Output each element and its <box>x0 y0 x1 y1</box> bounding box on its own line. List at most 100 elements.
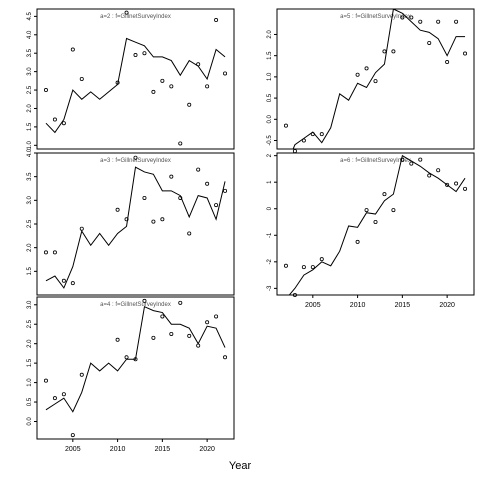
fitted-series-line <box>45 306 226 413</box>
observation-point <box>79 77 84 82</box>
observation-point <box>160 78 165 83</box>
observation-point <box>52 396 57 401</box>
observation-point <box>124 355 129 360</box>
panel-label: a=5 : f=GillnetSurveyIndex <box>340 14 411 20</box>
observation-point <box>124 10 129 15</box>
observation-point <box>223 355 228 360</box>
observation-point <box>61 392 66 397</box>
observation-point <box>301 265 306 270</box>
observation-point <box>214 314 219 319</box>
observation-point <box>445 60 450 65</box>
observation-point <box>43 88 48 93</box>
panel-frame <box>276 152 475 296</box>
panel-4: a=6 : f=GillnetSurveyIndex -3 -2 -1 0 1 2 2005 2… <box>267 152 475 309</box>
observation-point <box>196 167 201 172</box>
y-tick-label: -1 <box>267 232 273 238</box>
observation-point <box>43 250 48 255</box>
observation-point <box>454 181 459 186</box>
observation-point <box>115 207 120 212</box>
observation-point <box>301 138 306 143</box>
x-tick-label: 2010 <box>110 446 126 453</box>
observation-point <box>292 149 297 154</box>
y-tick-label: 0 <box>267 206 273 210</box>
observation-point <box>169 174 174 179</box>
observation-point <box>43 378 48 383</box>
y-tick-label: 2 <box>267 153 273 157</box>
observation-point <box>319 257 324 262</box>
observation-point <box>418 19 423 24</box>
observation-point <box>79 226 84 231</box>
observation-point <box>310 265 315 270</box>
observation-point <box>319 132 324 137</box>
observation-point <box>418 157 423 162</box>
observation-point <box>382 49 387 54</box>
observation-point <box>355 72 360 77</box>
observation-point <box>160 314 165 319</box>
y-tick-label: 4.5 <box>27 12 33 21</box>
observation-point <box>187 333 192 338</box>
panel-5: a=4 : f=GillnetSurveyIndex 0.0 0.5 1.0 1.5 2.… <box>27 296 235 453</box>
observation-point <box>133 53 138 58</box>
y-tick-label: 1 <box>267 180 273 184</box>
x-tick-label: 2020 <box>199 446 215 453</box>
y-tick-label: 2.0 <box>27 339 33 348</box>
observation-point <box>196 62 201 67</box>
observation-point <box>124 217 129 222</box>
panel-label: a=6 : f=GillnetSurveyIndex <box>340 158 411 164</box>
x-tick-label: 2005 <box>305 302 321 309</box>
observation-point <box>214 203 219 208</box>
y-tick-label: 2.5 <box>27 219 33 228</box>
y-tick-label: 0.5 <box>27 397 33 406</box>
observation-point <box>133 155 138 160</box>
observation-point <box>400 157 405 162</box>
observation-point <box>373 79 378 84</box>
observation-point <box>400 15 405 20</box>
observation-point <box>169 331 174 336</box>
fitted-series-line <box>45 166 226 289</box>
observation-point <box>52 250 57 255</box>
y-tick-label: 0.5 <box>267 93 273 102</box>
y-tick-label: 2.5 <box>27 85 33 94</box>
observation-point <box>310 132 315 137</box>
observation-point <box>223 71 228 76</box>
observation-point <box>463 51 468 56</box>
observation-point <box>61 121 66 126</box>
panel-label: a=4 : f=GillnetSurveyIndex <box>100 302 171 308</box>
observation-point <box>133 357 138 362</box>
observation-point <box>151 219 156 224</box>
observation-point <box>436 168 441 173</box>
observation-point <box>283 263 288 268</box>
y-tick-label: 2.0 <box>267 30 273 39</box>
observation-point <box>70 433 75 438</box>
y-tick-label: 2.0 <box>27 104 33 113</box>
observation-point <box>463 186 468 191</box>
observation-point <box>178 195 183 200</box>
observation-point <box>196 343 201 348</box>
y-tick-label: 1.5 <box>27 358 33 367</box>
y-tick-label: 1.5 <box>267 51 273 60</box>
observation-point <box>70 47 75 52</box>
observation-point <box>70 281 75 286</box>
y-tick-label: -2 <box>267 258 273 264</box>
y-tick-label: 1.0 <box>27 378 33 387</box>
observation-point <box>214 18 219 23</box>
observation-point <box>364 208 369 213</box>
x-tick-label: 2020 <box>439 302 455 309</box>
observation-point <box>427 40 432 45</box>
observation-point <box>391 49 396 54</box>
observation-point <box>115 337 120 342</box>
fitted-series-line <box>288 154 466 295</box>
observation-point <box>454 19 459 24</box>
observation-point <box>79 372 84 377</box>
observation-point <box>445 182 450 187</box>
observation-point <box>382 192 387 197</box>
observation-point <box>223 188 228 193</box>
panel-label: a=2 : f=GillnetSurveyIndex <box>100 14 171 20</box>
panel-label: a=3 : f=GillnetSurveyIndex <box>100 158 171 164</box>
observation-point <box>151 335 156 340</box>
y-tick-label: 3.5 <box>27 172 33 181</box>
x-tick-label: 2010 <box>350 302 366 309</box>
fitted-series-line <box>45 37 226 134</box>
observation-point <box>355 239 360 244</box>
y-tick-label: 2.0 <box>27 243 33 252</box>
